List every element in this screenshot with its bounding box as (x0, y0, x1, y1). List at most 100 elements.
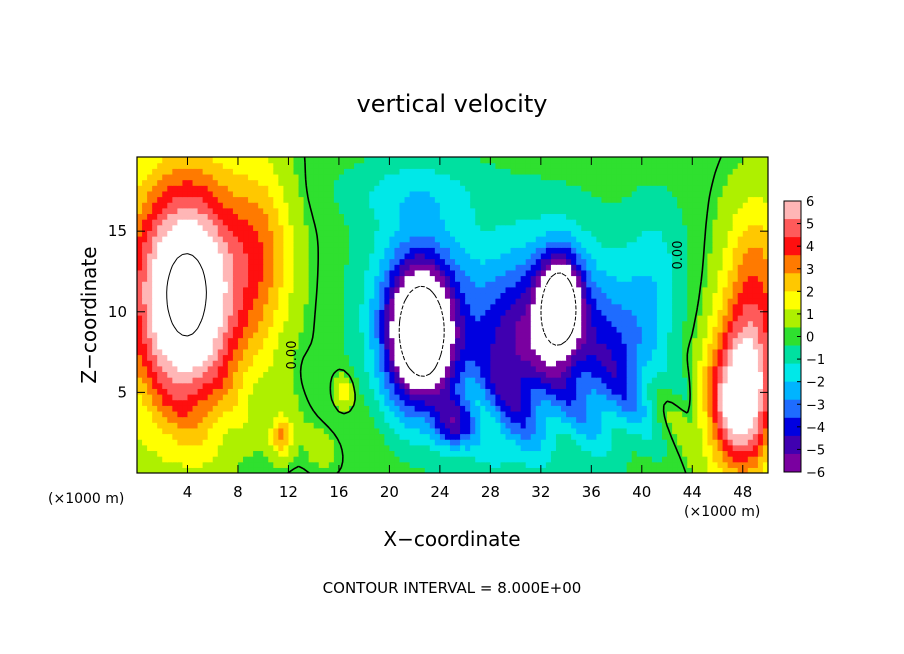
heatmap-cell (399, 292, 406, 299)
heatmap-cell (687, 264, 693, 271)
heatmap-cell (540, 258, 547, 265)
heatmap-cell (177, 377, 184, 384)
heatmap-cell (510, 247, 517, 254)
heatmap-cell (197, 382, 204, 389)
heatmap-cell (172, 388, 178, 395)
heatmap-cell (192, 365, 199, 373)
heatmap-cell (399, 416, 406, 423)
heatmap-cell (212, 377, 219, 384)
heatmap-cell (596, 315, 603, 322)
heatmap-cell (409, 433, 416, 440)
heatmap-cell (243, 461, 249, 468)
heatmap-cell (147, 377, 153, 384)
heatmap-cell (333, 298, 340, 305)
heatmap-cell (692, 388, 698, 395)
heatmap-cell (142, 264, 148, 271)
heatmap-cell (152, 354, 158, 361)
heatmap-cell (212, 456, 219, 463)
heatmap-cell (722, 264, 729, 271)
heatmap-cell (717, 258, 724, 265)
heatmap-cell (747, 394, 754, 401)
heatmap-cell (409, 405, 416, 412)
heatmap-cell (414, 269, 421, 277)
heatmap-cell (303, 315, 310, 322)
heatmap-cell (717, 388, 724, 395)
heatmap-cell (303, 309, 310, 316)
heatmap-cell (510, 371, 517, 378)
heatmap-cell (460, 298, 466, 305)
heatmap-cell (142, 315, 148, 322)
heatmap-cell (273, 433, 279, 440)
heatmap-cell (157, 286, 163, 294)
heatmap-cell (268, 247, 274, 254)
heatmap-cell (258, 456, 264, 463)
heatmap-cell (268, 410, 274, 418)
heatmap-cell (626, 343, 633, 350)
heatmap-cell (470, 394, 476, 401)
heatmap-cell (323, 303, 330, 310)
heatmap-cell (379, 258, 385, 265)
heatmap-cell (631, 444, 638, 452)
heatmap-cell (318, 298, 325, 305)
heatmap-cell (732, 371, 739, 378)
heatmap-cell (444, 331, 451, 339)
heatmap-cell (303, 365, 310, 373)
heatmap-cell (364, 461, 370, 468)
heatmap-cell (343, 461, 350, 468)
heatmap-cell (500, 467, 507, 473)
heatmap-cell (278, 309, 284, 316)
heatmap-cell (424, 275, 431, 282)
heatmap-cell (434, 326, 441, 333)
heatmap-cell (672, 388, 678, 395)
heatmap-cell (732, 309, 739, 316)
heatmap-cell (606, 416, 613, 423)
heatmap-cell (656, 286, 663, 294)
heatmap-cell (434, 275, 441, 282)
heatmap-cell (566, 269, 572, 277)
heatmap-cell (727, 433, 734, 440)
heatmap-cell (374, 281, 380, 288)
heatmap-cell (737, 416, 744, 423)
heatmap-cell (444, 264, 451, 271)
heatmap-cell (571, 444, 577, 452)
heatmap-cell (747, 382, 754, 389)
heatmap-cell (359, 309, 365, 316)
heatmap-cell (343, 343, 350, 350)
heatmap-cell (707, 382, 714, 389)
heatmap-cell (253, 450, 259, 457)
heatmap-cell (379, 388, 385, 395)
heatmap-cell (172, 252, 178, 260)
heatmap-cell (162, 427, 168, 435)
heatmap-cell (465, 394, 471, 401)
heatmap-cell (253, 337, 259, 344)
heatmap-cell (732, 377, 739, 384)
heatmap-cell (651, 354, 658, 361)
heatmap-cell (429, 320, 436, 327)
heatmap-cell (757, 275, 764, 282)
heatmap-cell (525, 399, 532, 406)
heatmap-cell (485, 320, 491, 327)
heatmap-cell (414, 348, 421, 356)
heatmap-cell (237, 281, 244, 288)
heatmap-cell (550, 331, 557, 339)
heatmap-cell (419, 252, 426, 260)
heatmap-cell (591, 309, 597, 316)
heatmap-cell (722, 360, 729, 367)
heatmap-cell (717, 444, 724, 452)
heatmap-cell (374, 258, 380, 265)
heatmap-cell (217, 422, 224, 429)
heatmap-cell (328, 450, 335, 457)
heatmap-cell (495, 371, 502, 378)
heatmap-cell (162, 399, 168, 406)
heatmap-cell (429, 444, 436, 452)
heatmap-cell (475, 258, 481, 265)
heatmap-cell (606, 410, 613, 418)
heatmap-cell (677, 326, 683, 333)
heatmap-cell (434, 264, 441, 271)
heatmap-cell (424, 348, 431, 356)
heatmap-cell (656, 348, 663, 356)
heatmap-cell (449, 461, 456, 468)
heatmap-cell (308, 422, 315, 429)
heatmap-cell (167, 461, 173, 468)
heatmap-cell (157, 258, 163, 265)
